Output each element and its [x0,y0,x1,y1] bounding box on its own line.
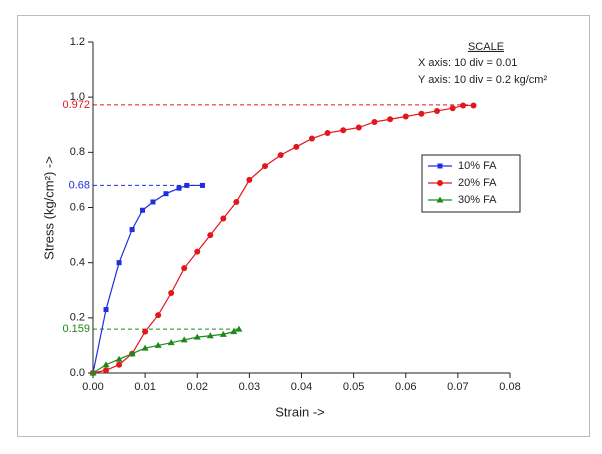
legend-label: 10% FA [458,160,497,172]
x-tick-label: 0.08 [499,381,520,393]
data-point [154,341,162,348]
x-tick-label: 0.00 [82,381,103,393]
legend-marker [436,196,444,203]
series-line [92,184,203,374]
reference-label: 0.159 [62,323,90,335]
data-point [418,110,425,117]
annotation: SCALE [468,41,504,53]
series-line [92,104,474,374]
data-point [140,207,146,213]
data-point [199,182,205,188]
data-point [116,361,123,368]
y-tick-label: 0.4 [70,257,85,269]
data-point [184,182,190,188]
data-point [180,336,188,343]
y-tick-label: 1.2 [70,36,85,48]
data-point [470,102,477,109]
reference-label: 0.972 [62,99,90,111]
data-point [206,332,214,339]
data-point [402,113,409,120]
data-point [115,355,123,362]
data-point [355,124,362,131]
data-point [194,248,201,255]
x-axis-label: Strain -> [275,404,325,419]
data-point [207,232,214,239]
legend-label: 30% FA [458,194,497,206]
data-point [230,328,238,335]
data-point [193,333,201,340]
data-point [308,135,315,142]
y-axis-label: Stress (kg/cm²) -> [41,156,56,260]
data-point [168,290,175,297]
x-tick-label: 0.06 [395,381,416,393]
x-tick-label: 0.02 [187,381,208,393]
data-point [116,260,122,266]
data-point [293,143,300,150]
frame [17,15,590,437]
data-point [176,185,182,191]
data-point [387,116,394,123]
data-point [233,198,240,205]
data-point [128,350,136,357]
data-point [167,339,175,346]
x-tick-label: 0.05 [343,381,364,393]
data-point [246,176,253,183]
data-point [103,307,109,313]
y-tick-label: 0.0 [70,367,85,379]
legend-marker [437,180,443,186]
y-tick-label: 1.0 [70,91,85,103]
data-point [220,215,227,222]
data-point [129,227,135,233]
x-tick-label: 0.03 [239,381,260,393]
annotation: Y axis: 10 div = 0.2 kg/cm² [418,74,547,86]
data-point [150,199,156,205]
legend-label: 20% FA [458,177,497,189]
data-point [163,191,169,197]
data-point [340,127,347,134]
x-tick-label: 0.04 [291,381,312,393]
data-point [89,369,97,376]
y-tick-label: 0.8 [70,146,85,158]
legend-marker [437,163,443,169]
data-point [102,361,110,368]
data-point [434,107,441,114]
y-tick-label: 0.6 [70,201,85,213]
x-tick-label: 0.07 [447,381,468,393]
data-point [235,325,243,332]
data-point [219,330,227,337]
data-point [141,344,149,351]
y-tick-label: 0.2 [70,312,85,324]
data-point [155,312,162,319]
data-point [277,152,284,159]
x-tick-label: 0.01 [134,381,155,393]
data-point [460,102,467,109]
data-point [262,163,269,170]
data-point [142,328,149,335]
data-point [371,118,378,125]
reference-label: 0.68 [69,179,90,191]
data-point [181,265,188,272]
data-point [103,367,110,374]
data-point [449,105,456,112]
annotation: X axis: 10 div = 0.01 [418,57,517,69]
data-point [324,130,331,137]
